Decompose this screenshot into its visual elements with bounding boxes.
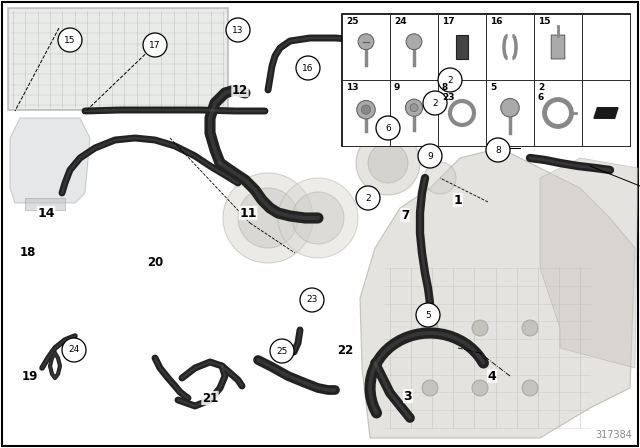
Circle shape (438, 68, 462, 92)
Text: 12: 12 (232, 83, 248, 96)
Circle shape (424, 162, 456, 194)
Circle shape (292, 192, 344, 244)
Text: 8: 8 (495, 146, 501, 155)
Text: 6: 6 (385, 124, 391, 133)
Text: 13: 13 (232, 26, 244, 34)
Bar (438, 14, 486, 80)
Circle shape (296, 56, 320, 80)
Polygon shape (594, 108, 618, 118)
Text: 2
6: 2 6 (538, 83, 544, 103)
Circle shape (278, 178, 358, 258)
Text: 2: 2 (365, 194, 371, 202)
Polygon shape (10, 118, 90, 203)
Circle shape (376, 116, 400, 140)
Text: 20: 20 (147, 257, 163, 270)
Bar (486, 80, 534, 146)
Circle shape (423, 91, 447, 115)
Circle shape (356, 131, 420, 195)
Circle shape (522, 320, 538, 336)
Text: 17: 17 (149, 40, 161, 49)
Text: 11: 11 (239, 207, 257, 220)
Bar (342, 14, 390, 80)
Circle shape (62, 338, 86, 362)
Bar (534, 80, 582, 146)
Circle shape (472, 320, 488, 336)
Circle shape (226, 18, 250, 42)
Text: 2: 2 (447, 76, 453, 85)
Circle shape (405, 99, 422, 116)
Circle shape (356, 100, 375, 119)
Text: 24: 24 (68, 345, 79, 354)
Polygon shape (360, 148, 635, 438)
Circle shape (410, 104, 418, 112)
Text: 9: 9 (394, 83, 401, 92)
Circle shape (223, 173, 313, 263)
Bar (582, 14, 630, 80)
Text: 16: 16 (302, 64, 314, 73)
Text: 18: 18 (20, 246, 36, 259)
Text: 9: 9 (427, 151, 433, 160)
Circle shape (406, 34, 422, 50)
Bar (25, 198, 65, 210)
FancyBboxPatch shape (551, 35, 564, 59)
Bar (390, 80, 438, 146)
Circle shape (422, 380, 438, 396)
Circle shape (300, 288, 324, 312)
Bar (486, 14, 534, 80)
Circle shape (500, 99, 519, 117)
Bar (438, 80, 486, 146)
Text: 24: 24 (394, 17, 406, 26)
Text: 7: 7 (401, 208, 409, 221)
Circle shape (422, 320, 438, 336)
Text: 4: 4 (488, 370, 497, 383)
Circle shape (522, 380, 538, 396)
Text: 23: 23 (307, 296, 317, 305)
Text: 5: 5 (425, 310, 431, 319)
Text: 2: 2 (432, 99, 438, 108)
Circle shape (368, 143, 408, 183)
Circle shape (270, 339, 294, 363)
Bar (534, 14, 582, 80)
Bar (342, 14, 630, 146)
Text: 25: 25 (276, 346, 288, 356)
Text: 5: 5 (490, 83, 496, 92)
Circle shape (362, 105, 371, 114)
Text: 317384: 317384 (595, 430, 632, 440)
Circle shape (418, 144, 442, 168)
Circle shape (486, 138, 510, 162)
Text: 14: 14 (37, 207, 55, 220)
Circle shape (238, 188, 298, 248)
Text: 25: 25 (346, 17, 358, 26)
Text: 3: 3 (404, 389, 412, 402)
Bar (8, 8, 228, 110)
Text: 19: 19 (22, 370, 38, 383)
Text: 8
23: 8 23 (442, 83, 454, 103)
Circle shape (58, 28, 82, 52)
Circle shape (472, 380, 488, 396)
Circle shape (416, 303, 440, 327)
Circle shape (358, 34, 374, 50)
Circle shape (356, 186, 380, 210)
Text: 15: 15 (64, 35, 76, 44)
Bar (456, 35, 468, 59)
Text: 22: 22 (337, 345, 353, 358)
Bar (582, 80, 630, 146)
Text: 13: 13 (346, 83, 358, 92)
Text: 21: 21 (202, 392, 218, 405)
Bar (390, 14, 438, 80)
Text: 17: 17 (442, 17, 454, 26)
Text: 15: 15 (538, 17, 550, 26)
Polygon shape (540, 158, 638, 368)
Text: 16: 16 (490, 17, 502, 26)
Circle shape (143, 33, 167, 57)
Text: 1: 1 (454, 194, 462, 207)
Bar (342, 80, 390, 146)
